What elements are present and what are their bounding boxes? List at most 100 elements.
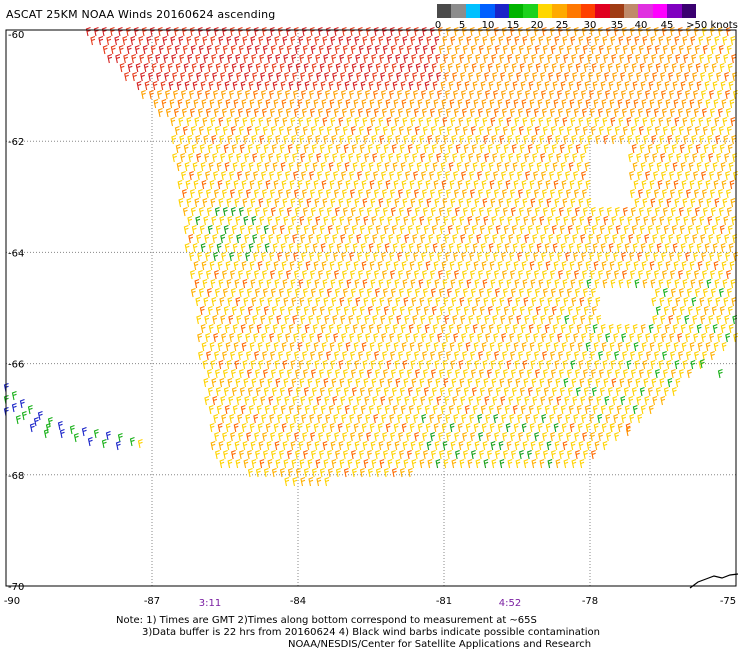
wind-barb [680,161,686,172]
wind-barb [357,188,363,199]
wind-barb [679,62,685,73]
wind-barb [499,215,505,226]
wind-barb [251,53,257,64]
wind-barb [446,368,452,379]
wind-barb [487,62,493,73]
wind-barb [719,62,725,73]
wind-barb [425,422,431,433]
wind-barb [333,89,338,100]
wind-barb [377,422,383,433]
wind-barb [202,278,208,289]
wind-barb [182,44,188,55]
wind-barb [395,134,401,145]
wind-barb [415,143,421,154]
wind-barb [286,287,292,298]
wind-barb [550,368,556,379]
wind-barb [313,260,319,271]
wind-barb [461,251,466,262]
wind-barb [517,332,522,343]
wind-barb [300,395,306,406]
wind-barb [273,341,279,352]
wind-barb [276,233,282,244]
wind-barb [165,107,171,118]
wind-barb [327,143,333,154]
colorbar-swatch [566,4,581,18]
wind-barb [698,197,704,208]
wind-barb [460,71,465,82]
wind-barb [326,125,332,136]
wind-barb [519,224,525,235]
wind-barb [577,422,583,433]
wind-barb [406,431,411,442]
wind-barb [527,224,533,235]
wind-barb [281,98,287,109]
wind-barb [498,197,504,208]
wind-barb [532,233,538,244]
wind-barb [278,368,284,379]
wind-barb [406,44,412,55]
wind-barb [677,107,683,118]
wind-barb [256,323,262,334]
wind-barb [374,368,380,379]
wind-barb [110,44,116,55]
wind-barb [245,26,251,37]
wind-barb [476,233,482,244]
wind-barb [492,314,498,325]
wind-barb [372,233,378,244]
wind-barb [253,26,259,37]
wind-barb [320,80,326,91]
wind-barb [504,242,510,253]
wind-barb [624,80,630,91]
wind-barb [354,278,360,289]
wind-barb [366,431,371,442]
wind-barb [542,350,547,361]
wind-barb [450,359,456,370]
wind-barb [347,377,353,388]
wind-barb [564,233,570,244]
wind-barb [394,35,400,46]
wind-barb [667,53,673,64]
wind-barb [336,80,342,91]
wind-barb [378,197,384,208]
wind-barb [217,98,223,109]
wind-barb [245,170,250,181]
wind-barb [583,449,588,460]
wind-barb [278,44,284,55]
wind-barb [211,53,217,64]
wind-barb [675,377,681,388]
wind-barb [212,314,218,325]
wind-barb [656,80,662,91]
wind-barb [539,458,545,469]
wind-barb [487,386,493,397]
wind-barb [707,215,713,226]
wind-barb [93,428,99,439]
wind-barb [417,98,423,109]
wind-barb [363,53,369,64]
wind-barb [622,368,628,379]
wind-barb [435,377,441,388]
wind-barb [665,179,671,190]
wind-barb [277,89,282,100]
wind-barb [499,296,505,307]
wind-barb [583,305,589,316]
wind-barb [551,305,557,316]
wind-barb [459,215,465,226]
wind-barb [632,404,638,415]
wind-barb [643,215,649,226]
wind-barb [614,269,619,280]
wind-barb [341,332,346,343]
wind-barb [480,242,486,253]
wind-barb [271,386,277,397]
wind-barb [265,179,271,190]
wind-barb [205,89,210,100]
wind-barb [708,152,713,163]
wind-barb [452,233,458,244]
wind-barb [324,233,330,244]
wind-barb [605,332,610,343]
wind-barb [198,287,204,298]
wind-barb [646,269,651,280]
wind-barb [488,404,494,415]
wind-barb [230,44,236,55]
wind-barb [390,350,395,361]
wind-barb [389,332,394,343]
